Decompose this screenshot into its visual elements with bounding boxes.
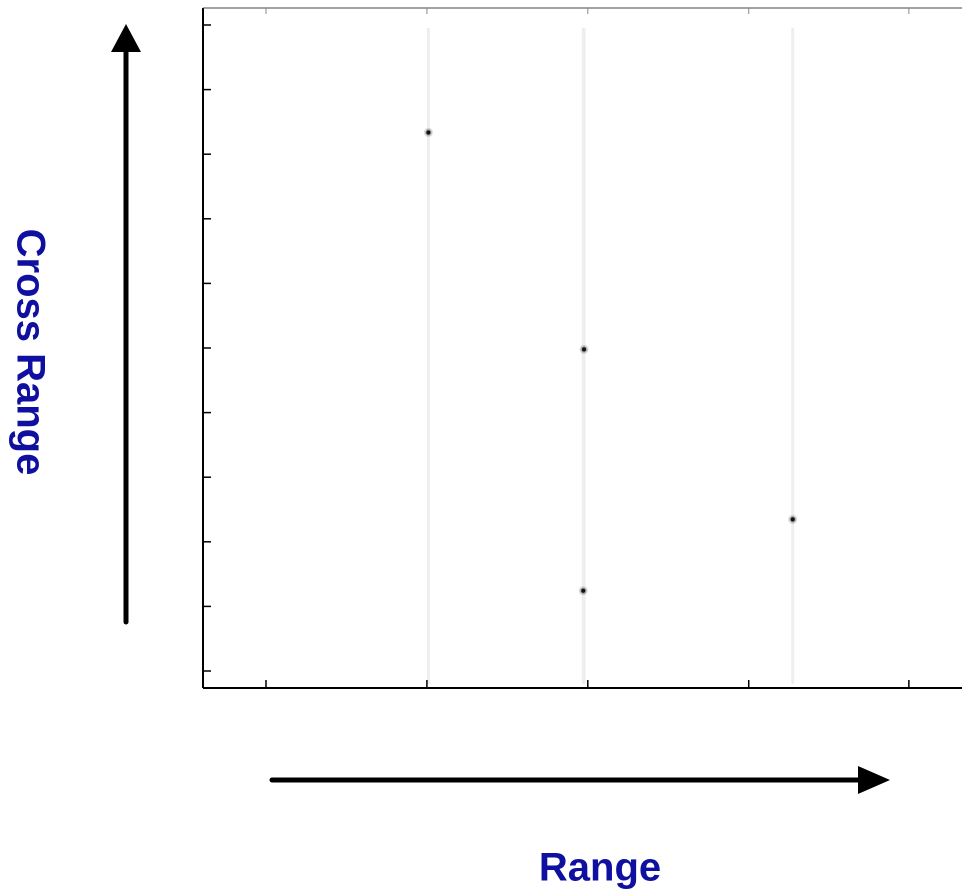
data-point bbox=[579, 344, 590, 355]
data-point bbox=[787, 514, 798, 525]
cross-range-arrow-head bbox=[111, 24, 141, 52]
data-point bbox=[423, 127, 434, 138]
x-axis-title: Range bbox=[538, 845, 662, 890]
point-core bbox=[581, 588, 586, 593]
scatter-points bbox=[423, 127, 798, 596]
range-sidelobe-streaks bbox=[426, 28, 795, 684]
range-arrow-head bbox=[858, 766, 890, 794]
y-axis-title: Cross Range bbox=[8, 228, 53, 476]
point-core bbox=[582, 347, 587, 352]
point-core bbox=[790, 517, 795, 522]
data-point bbox=[578, 585, 589, 596]
point-core bbox=[426, 130, 431, 135]
direction-arrows bbox=[111, 24, 890, 794]
axis-ticks bbox=[203, 8, 910, 688]
